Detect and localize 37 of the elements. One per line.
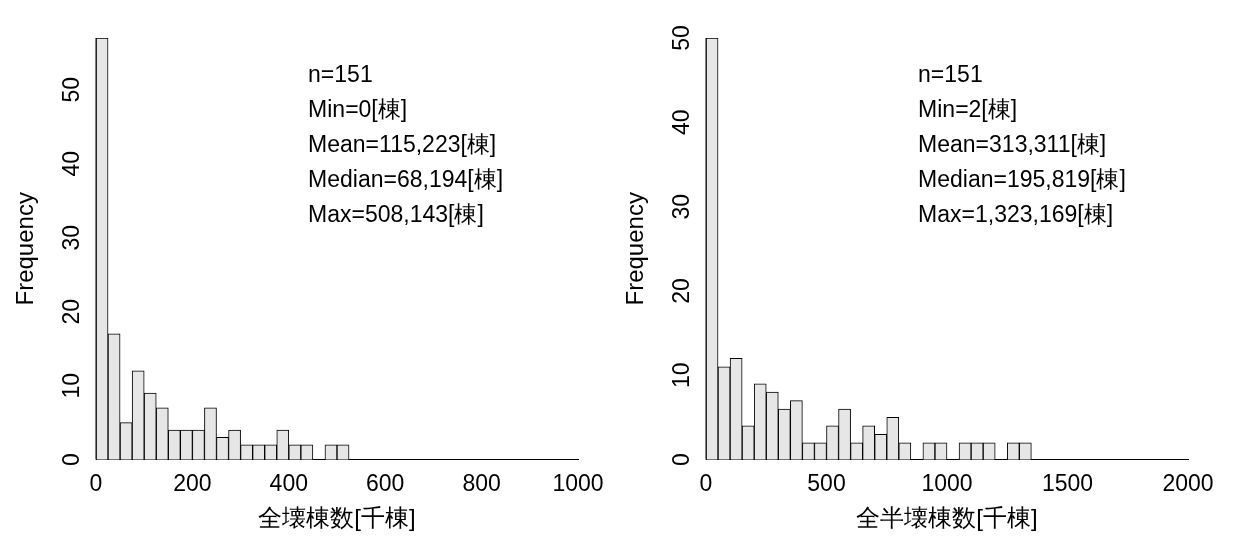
annotation: Max=508,143[棟] — [308, 201, 484, 228]
annotation: Mean=313,311[棟] — [918, 131, 1107, 158]
y-tick-label: 0 — [57, 453, 84, 466]
x-tick-label: 0 — [89, 469, 103, 496]
y-tick-label: 10 — [667, 362, 694, 389]
x-tick-label: 1000 — [921, 469, 973, 496]
y-tick-label: 50 — [57, 76, 84, 103]
y-axis-title: Frequency — [620, 192, 648, 306]
annotation: Median=195,819[棟] — [918, 166, 1126, 193]
x-tick-label: 1000 — [552, 469, 604, 496]
x-axis-title: 全壊棟数[千棟] — [258, 504, 416, 532]
annotation: n=151 — [918, 61, 983, 88]
x-tick-label: 0 — [699, 469, 713, 496]
y-tick-label: 20 — [57, 298, 84, 325]
x-axis-title: 全半壊棟数[千棟] — [856, 504, 1038, 532]
annotation: Mean=115,223[棟] — [308, 131, 497, 158]
annotation: Median=68,194[棟] — [308, 166, 504, 193]
annotation: n=151 — [308, 61, 373, 88]
y-tick-label: 40 — [667, 109, 694, 136]
x-tick-label: 1500 — [1041, 469, 1094, 496]
y-tick-label: 50 — [667, 25, 694, 51]
x-tick-label: 400 — [269, 469, 308, 496]
y-tick-label: 10 — [57, 372, 84, 399]
annotation: Min=0[棟] — [308, 96, 408, 123]
x-tick-label: 800 — [462, 469, 501, 496]
y-tick-label: 40 — [57, 150, 84, 177]
y-axis-title: Frequency — [10, 192, 38, 306]
y-tick-label: 30 — [667, 193, 694, 220]
annotation: Min=2[棟] — [918, 96, 1018, 123]
x-tick-label: 200 — [173, 469, 212, 496]
x-tick-label: 500 — [807, 469, 846, 496]
y-tick-label: 30 — [57, 224, 84, 251]
x-tick-label: 2000 — [1162, 469, 1214, 496]
x-tick-label: 600 — [366, 469, 405, 496]
annotation: Max=1,323,169[棟] — [918, 201, 1114, 228]
y-tick-label: 20 — [667, 278, 694, 304]
y-tick-label: 0 — [667, 453, 694, 466]
